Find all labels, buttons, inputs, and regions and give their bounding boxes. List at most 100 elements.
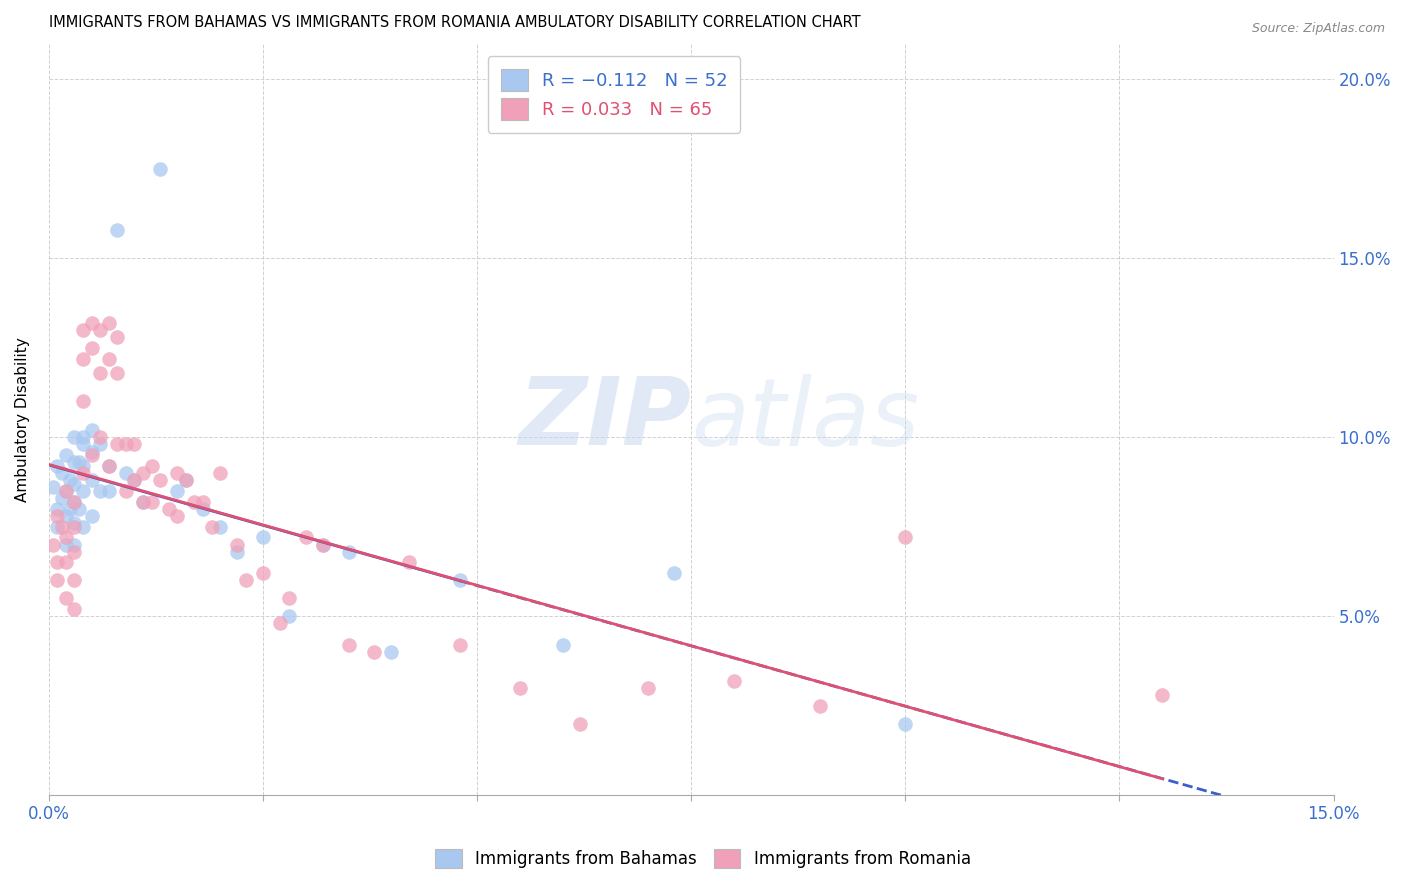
Point	[449, 638, 471, 652]
Point	[55, 483, 77, 498]
Point	[166, 466, 188, 480]
Point	[59, 473, 82, 487]
Point	[551, 638, 574, 652]
Point	[51, 519, 73, 533]
Y-axis label: Ambulatory Disability: Ambulatory Disability	[15, 337, 30, 501]
Point	[46, 501, 69, 516]
Point	[80, 473, 103, 487]
Point	[55, 538, 77, 552]
Point	[166, 483, 188, 498]
Point	[105, 366, 128, 380]
Point	[157, 501, 180, 516]
Point	[80, 316, 103, 330]
Point	[449, 574, 471, 588]
Point	[1152, 688, 1174, 702]
Legend: Immigrants from Bahamas, Immigrants from Romania: Immigrants from Bahamas, Immigrants from…	[429, 843, 977, 875]
Point	[72, 519, 94, 533]
Point	[312, 538, 335, 552]
Point	[42, 480, 65, 494]
Point	[124, 473, 146, 487]
Point	[46, 508, 69, 523]
Point	[337, 545, 360, 559]
Point	[63, 494, 86, 508]
Point	[141, 494, 163, 508]
Point	[89, 437, 111, 451]
Legend: R = −0.112   N = 52, R = 0.033   N = 65: R = −0.112 N = 52, R = 0.033 N = 65	[488, 56, 741, 133]
Point	[55, 508, 77, 523]
Point	[568, 716, 591, 731]
Point	[115, 437, 138, 451]
Point	[252, 531, 274, 545]
Point	[380, 645, 402, 659]
Point	[191, 494, 214, 508]
Point	[46, 519, 69, 533]
Text: IMMIGRANTS FROM BAHAMAS VS IMMIGRANTS FROM ROMANIA AMBULATORY DISABILITY CORRELA: IMMIGRANTS FROM BAHAMAS VS IMMIGRANTS FR…	[49, 15, 860, 30]
Point	[200, 519, 222, 533]
Point	[363, 645, 385, 659]
Point	[149, 161, 172, 176]
Point	[51, 491, 73, 505]
Point	[209, 519, 232, 533]
Point	[55, 591, 77, 606]
Point	[55, 556, 77, 570]
Point	[124, 437, 146, 451]
Point	[72, 430, 94, 444]
Text: atlas: atlas	[692, 374, 920, 465]
Point	[174, 473, 197, 487]
Point	[191, 501, 214, 516]
Point	[97, 351, 120, 366]
Point	[105, 437, 128, 451]
Point	[72, 351, 94, 366]
Point	[63, 430, 86, 444]
Point	[63, 455, 86, 469]
Point	[46, 556, 69, 570]
Point	[80, 448, 103, 462]
Text: ZIP: ZIP	[519, 374, 692, 466]
Point	[63, 519, 86, 533]
Point	[63, 602, 86, 616]
Point	[637, 681, 659, 695]
Point	[63, 538, 86, 552]
Point	[132, 494, 155, 508]
Point	[63, 545, 86, 559]
Point	[277, 609, 299, 624]
Point	[252, 566, 274, 581]
Point	[80, 341, 103, 355]
Point	[723, 673, 745, 688]
Point	[105, 330, 128, 344]
Point	[97, 316, 120, 330]
Point	[67, 501, 90, 516]
Point	[63, 574, 86, 588]
Point	[115, 466, 138, 480]
Point	[269, 616, 291, 631]
Point	[149, 473, 172, 487]
Point	[67, 455, 90, 469]
Point	[46, 458, 69, 473]
Point	[72, 483, 94, 498]
Point	[72, 394, 94, 409]
Point	[59, 501, 82, 516]
Point	[97, 483, 120, 498]
Point	[55, 483, 77, 498]
Point	[63, 476, 86, 491]
Point	[97, 458, 120, 473]
Point	[174, 473, 197, 487]
Point	[808, 698, 831, 713]
Point	[132, 494, 155, 508]
Point	[312, 538, 335, 552]
Point	[166, 508, 188, 523]
Point	[89, 366, 111, 380]
Point	[398, 556, 420, 570]
Point	[63, 516, 86, 530]
Point	[63, 494, 86, 508]
Point	[55, 531, 77, 545]
Point	[72, 466, 94, 480]
Point	[132, 466, 155, 480]
Point	[89, 430, 111, 444]
Point	[141, 458, 163, 473]
Point	[226, 538, 249, 552]
Point	[115, 483, 138, 498]
Point	[80, 444, 103, 458]
Point	[89, 483, 111, 498]
Point	[72, 437, 94, 451]
